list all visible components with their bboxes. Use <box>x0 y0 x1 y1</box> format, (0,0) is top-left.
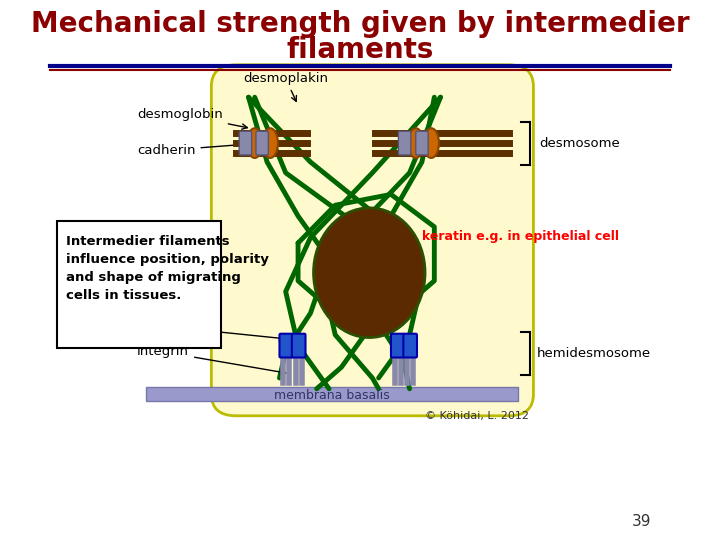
FancyBboxPatch shape <box>398 131 411 155</box>
FancyBboxPatch shape <box>212 65 534 416</box>
FancyBboxPatch shape <box>279 334 293 357</box>
Text: desmosome: desmosome <box>539 137 621 150</box>
Ellipse shape <box>408 128 423 158</box>
Text: keratin e.g. in epithelial cell: keratin e.g. in epithelial cell <box>422 230 619 244</box>
FancyBboxPatch shape <box>403 334 417 357</box>
Text: 39: 39 <box>631 514 651 529</box>
Ellipse shape <box>263 128 278 158</box>
Ellipse shape <box>247 128 263 158</box>
Text: membrana basalis: membrana basalis <box>274 389 390 402</box>
FancyBboxPatch shape <box>56 221 220 348</box>
Text: © Köhidai, L. 2012: © Köhidai, L. 2012 <box>425 410 529 421</box>
FancyBboxPatch shape <box>146 387 518 401</box>
Text: Intermedier filaments
influence position, polarity
and shape of migrating
cells : Intermedier filaments influence position… <box>66 235 269 302</box>
Text: filaments: filaments <box>287 36 433 64</box>
Text: desmoglobin: desmoglobin <box>137 107 248 129</box>
Text: desmoplakin: desmoplakin <box>243 72 328 102</box>
Text: Mechanical strength given by intermedier: Mechanical strength given by intermedier <box>31 10 689 38</box>
Text: plectin: plectin <box>137 319 284 341</box>
FancyBboxPatch shape <box>239 131 251 155</box>
FancyBboxPatch shape <box>256 131 269 155</box>
Ellipse shape <box>313 208 425 338</box>
FancyBboxPatch shape <box>415 131 428 155</box>
Ellipse shape <box>423 128 439 158</box>
Text: hemidesmosome: hemidesmosome <box>536 347 651 360</box>
FancyBboxPatch shape <box>391 334 405 357</box>
Text: cadherin: cadherin <box>137 141 256 157</box>
Text: integrin: integrin <box>137 345 286 375</box>
FancyBboxPatch shape <box>292 334 305 357</box>
